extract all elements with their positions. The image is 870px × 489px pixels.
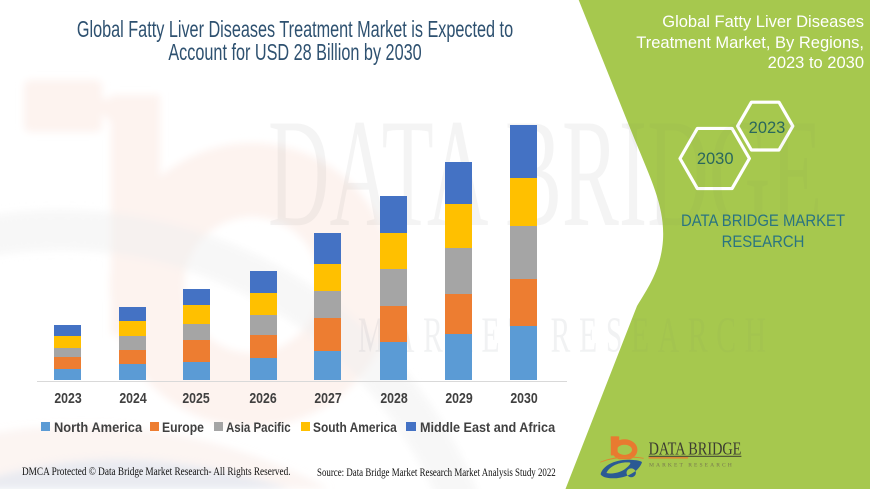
svg-text:DATA BRIDGE: DATA BRIDGE bbox=[649, 438, 742, 458]
svg-text:MARKET RESEARCH: MARKET RESEARCH bbox=[649, 462, 734, 468]
svg-text:2023: 2023 bbox=[749, 119, 786, 137]
svg-text:2030: 2030 bbox=[697, 150, 734, 168]
